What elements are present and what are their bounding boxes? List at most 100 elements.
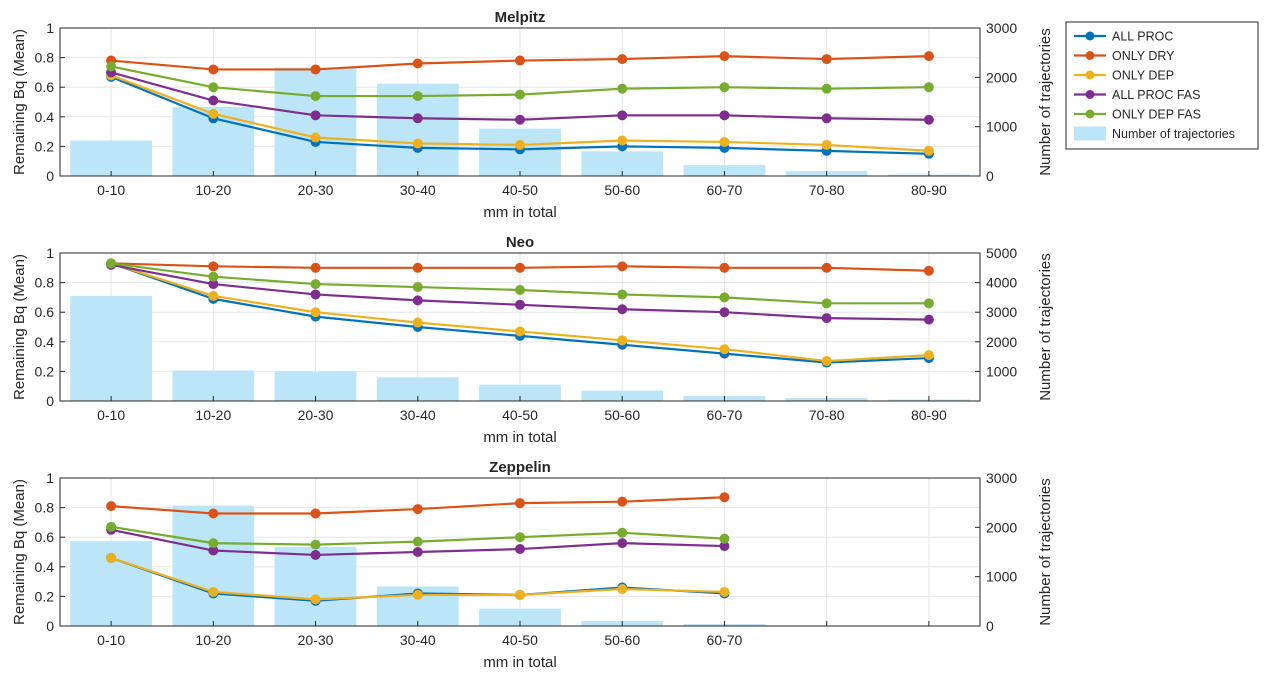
data-point [412, 547, 423, 557]
data-point [617, 527, 628, 538]
y-tick-label: 1 [46, 470, 54, 486]
y-right-tick-label: 5000 [986, 245, 1017, 261]
data-point [208, 508, 219, 519]
data-point [412, 138, 423, 149]
panel-melpitz: 0 0.2 0.4 0.6 0.8 1 0 1000 2000 3000 0-10 10-20 20-3… [11, 9, 1054, 221]
x-tick-label: 0-10 [97, 407, 125, 423]
y-right-tick-label: 2000 [986, 69, 1017, 85]
data-point [923, 350, 934, 361]
legend-swatch-bar [1074, 126, 1106, 141]
legend-swatch-marker [1085, 70, 1095, 80]
trajectory-bars [70, 67, 970, 176]
x-tick-label: 40-50 [502, 632, 538, 648]
x-ticks: 0-10 10-20 20-30 30-40 40-50 50-60 60-70 [97, 621, 930, 648]
y-right-tick-label: 1000 [986, 363, 1017, 379]
right-ticks: 0 1000 2000 3000 [975, 470, 1017, 634]
y-right-tick-label: 0 [986, 618, 994, 634]
data-point [617, 83, 628, 94]
data-point [515, 114, 525, 125]
data-point [310, 549, 321, 560]
data-point [208, 538, 219, 549]
right-ticks: 0 1000 2000 3000 [975, 20, 1017, 184]
y-tick-label: 0.2 [35, 138, 55, 154]
trajectory-bar [172, 505, 255, 626]
data-point [719, 292, 730, 303]
data-point [412, 91, 423, 102]
x-tick-label: 0-10 [97, 632, 125, 648]
data-point [310, 91, 321, 102]
data-point [617, 261, 628, 272]
data-point [106, 552, 117, 563]
panel-neo: 0 0.2 0.4 0.6 0.8 1 1000 2000 3000 4000 5000 0-10 10… [11, 234, 1054, 446]
y-right-axis-label: Number of trajectories [1037, 478, 1054, 626]
y-axis-label: Remaining Bq (Mean) [11, 254, 28, 400]
legend-swatch-marker [1085, 109, 1095, 119]
series-only-dep [106, 70, 934, 156]
x-tick-label: 50-60 [604, 182, 640, 198]
panel-title: Melpitz [495, 9, 546, 26]
legend-entry: ONLY DEP FAS [1074, 108, 1201, 122]
trajectory-bar [581, 390, 664, 401]
x-tick-label: 80-90 [911, 182, 947, 198]
y-tick-label: 0.6 [35, 304, 55, 320]
data-point [310, 307, 321, 318]
y-tick-label: 0.4 [35, 559, 55, 575]
y-tick-label: 1 [46, 20, 54, 36]
trajectory-bar [683, 165, 766, 176]
panel-title: Neo [506, 234, 534, 251]
x-tick-label: 80-90 [911, 407, 947, 423]
data-point [923, 298, 934, 309]
data-point [412, 504, 423, 515]
data-point [923, 145, 934, 156]
x-ticks: 0-10 10-20 20-30 30-40 40-50 50-60 60-70 70-80 8… [97, 171, 947, 198]
y-tick-label: 0.8 [35, 275, 55, 291]
data-point [923, 314, 934, 325]
data-point [719, 586, 730, 597]
left-ticks: 0 0.2 0.4 0.6 0.8 1 [35, 245, 65, 409]
trajectory-bar [274, 547, 357, 626]
data-point [412, 317, 423, 328]
legend-entry: ALL PROC FAS [1074, 88, 1200, 102]
x-tick-label: 40-50 [502, 182, 538, 198]
data-point [617, 110, 628, 121]
y-tick-label: 0 [46, 618, 54, 634]
data-point [106, 258, 117, 269]
y-right-tick-label: 1000 [986, 569, 1017, 585]
data-point [412, 536, 423, 547]
data-point [310, 539, 321, 550]
data-point [617, 584, 628, 594]
data-point [515, 89, 525, 100]
data-point [412, 58, 423, 69]
y-right-tick-label: 3000 [986, 20, 1017, 36]
x-tick-label: 70-80 [809, 182, 845, 198]
series-only-dep-fas [106, 61, 934, 102]
y-tick-label: 0.6 [35, 79, 55, 95]
legend-label: ONLY DRY [1112, 49, 1175, 63]
y-right-tick-label: 3000 [986, 470, 1017, 486]
data-point [208, 290, 219, 301]
y-right-tick-label: 2000 [986, 519, 1017, 535]
y-tick-label: 0.2 [35, 588, 55, 604]
x-tick-label: 50-60 [604, 407, 640, 423]
data-point [106, 501, 117, 512]
y-right-axis-label: Number of trajectories [1037, 28, 1054, 176]
trajectory-bar [376, 377, 459, 401]
x-tick-label: 30-40 [400, 182, 436, 198]
data-point [719, 262, 730, 273]
data-point [208, 261, 219, 272]
series-only-dep [106, 552, 730, 605]
data-point [208, 95, 219, 106]
trajectory-bar [70, 140, 152, 176]
x-tick-label: 40-50 [502, 407, 538, 423]
data-point [208, 82, 219, 93]
series-only-dep-fas [106, 258, 934, 309]
trajectory-bars [70, 505, 766, 626]
data-point [719, 533, 730, 544]
y-tick-label: 0.4 [35, 109, 55, 125]
y-right-tick-label: 0 [986, 168, 994, 184]
x-axis-label: mm in total [483, 654, 556, 671]
x-axis-label: mm in total [483, 429, 556, 446]
x-tick-label: 70-80 [809, 407, 845, 423]
series-all-proc-fas [106, 259, 934, 325]
x-tick-label: 60-70 [707, 182, 743, 198]
